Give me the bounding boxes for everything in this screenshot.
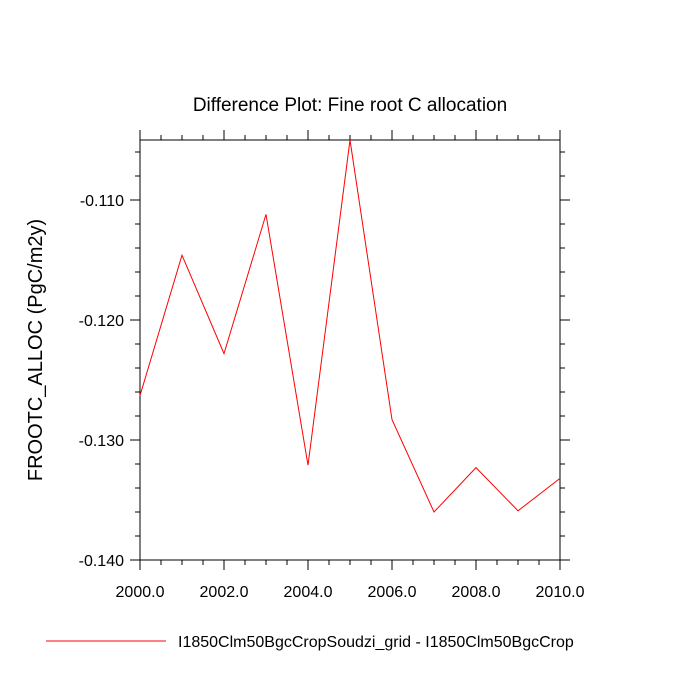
y-tick-label: -0.130	[79, 433, 124, 450]
x-axis-tick-labels: 2000.0 2002.0 2004.0 2006.0 2008.0 2010.0	[116, 584, 585, 601]
x-tick-label: 2000.0	[116, 584, 165, 601]
series-line	[139, 139, 561, 513]
x-tick-label: 2006.0	[368, 584, 417, 601]
legend: I1850Clm50BgcCropSoudzi_grid - I1850Clm5…	[46, 634, 574, 651]
x-tick-label: 2010.0	[536, 584, 585, 601]
x-tick-label: 2008.0	[452, 584, 501, 601]
y-tick-label: -0.140	[79, 553, 124, 570]
plot-frame	[139, 139, 561, 561]
x-tick-label: 2002.0	[200, 584, 249, 601]
y-axis-tick-labels: -0.110 -0.120 -0.130 -0.140	[79, 193, 124, 570]
series-layer	[139, 139, 561, 513]
axis-ticks	[130, 130, 570, 570]
y-tick-label: -0.120	[79, 313, 124, 330]
y-axis-label: FROOTC_ALLOC (PgC/m2y)	[25, 219, 47, 481]
chart-title: Difference Plot: Fine root C allocation	[193, 95, 507, 116]
y-tick-label: -0.110	[80, 193, 124, 210]
x-tick-label: 2004.0	[284, 584, 333, 601]
legend-series-label: I1850Clm50BgcCropSoudzi_grid - I1850Clm5…	[178, 634, 574, 651]
